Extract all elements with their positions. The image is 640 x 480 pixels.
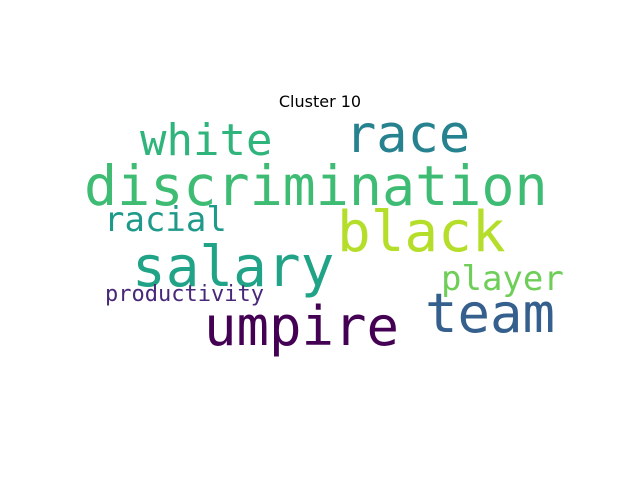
word-team: team [425,282,556,345]
chart-title: Cluster 10 [278,92,362,111]
word-salary: salary [132,235,335,300]
word-white: white [140,115,273,166]
word-racial: racial [104,200,227,240]
word-discrimination: discrimination [84,154,548,218]
word-player: player [441,259,564,299]
word-cloud: discrimination race black salary team um… [80,105,576,360]
word-productivity: productivity [105,282,264,307]
word-race: race [345,105,471,165]
word-umpire: umpire [204,295,400,358]
word-black: black [337,200,506,265]
